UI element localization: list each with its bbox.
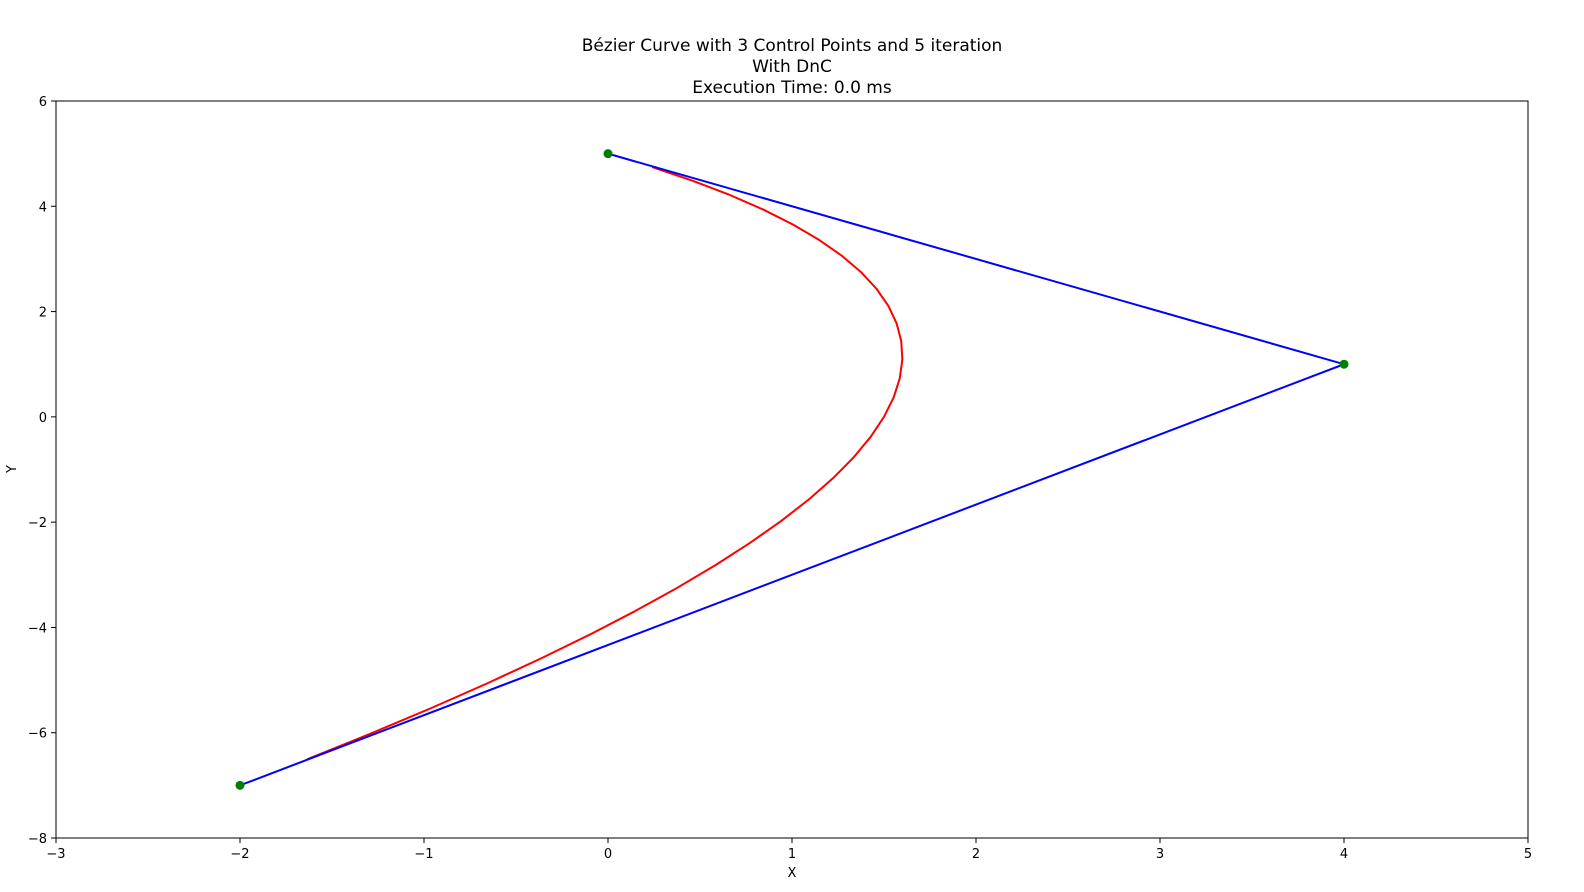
x-axis-label: X xyxy=(788,866,797,881)
chart-title: Bézier Curve with 3 Control Points and 5… xyxy=(582,36,1003,98)
plot-area-frame xyxy=(55,100,1529,839)
x-axis-ticks: −3 −2 −1 0 1 2 3 4 5 xyxy=(46,838,1532,862)
x-tick-label: −3 xyxy=(46,847,65,862)
x-tick-label: −2 xyxy=(230,847,249,862)
bezier-curve-line xyxy=(306,166,904,761)
y-axis-ticks: −8 −6 −4 −2 0 2 4 6 xyxy=(28,95,56,847)
y-tick-label: −2 xyxy=(28,516,47,531)
control-point-marker xyxy=(1339,359,1349,369)
control-point-marker xyxy=(235,780,245,790)
series-layer xyxy=(235,149,1349,790)
title-line-3: Execution Time: 0.0 ms xyxy=(692,78,892,98)
y-tick-label: −4 xyxy=(28,621,47,636)
y-tick-label: −6 xyxy=(28,727,47,742)
x-tick-label: −1 xyxy=(414,847,433,862)
y-tick-label: 0 xyxy=(39,411,47,426)
title-line-2: With DnC xyxy=(752,57,832,77)
y-axis-label: Y xyxy=(5,465,20,474)
y-tick-label: 2 xyxy=(39,306,47,321)
y-tick-label: 6 xyxy=(39,95,47,110)
x-tick-label: 0 xyxy=(604,847,612,862)
x-tick-label: 2 xyxy=(972,847,980,862)
control-point-marker xyxy=(603,149,613,159)
y-tick-label: 4 xyxy=(39,200,47,215)
x-tick-label: 3 xyxy=(1156,847,1164,862)
x-tick-label: 1 xyxy=(788,847,796,862)
x-tick-label: 4 xyxy=(1340,847,1348,862)
y-tick-label: −8 xyxy=(28,832,47,847)
control-polygon-line xyxy=(239,152,1348,787)
x-tick-label: 5 xyxy=(1524,847,1532,862)
title-line-1: Bézier Curve with 3 Control Points and 5… xyxy=(582,36,1003,56)
